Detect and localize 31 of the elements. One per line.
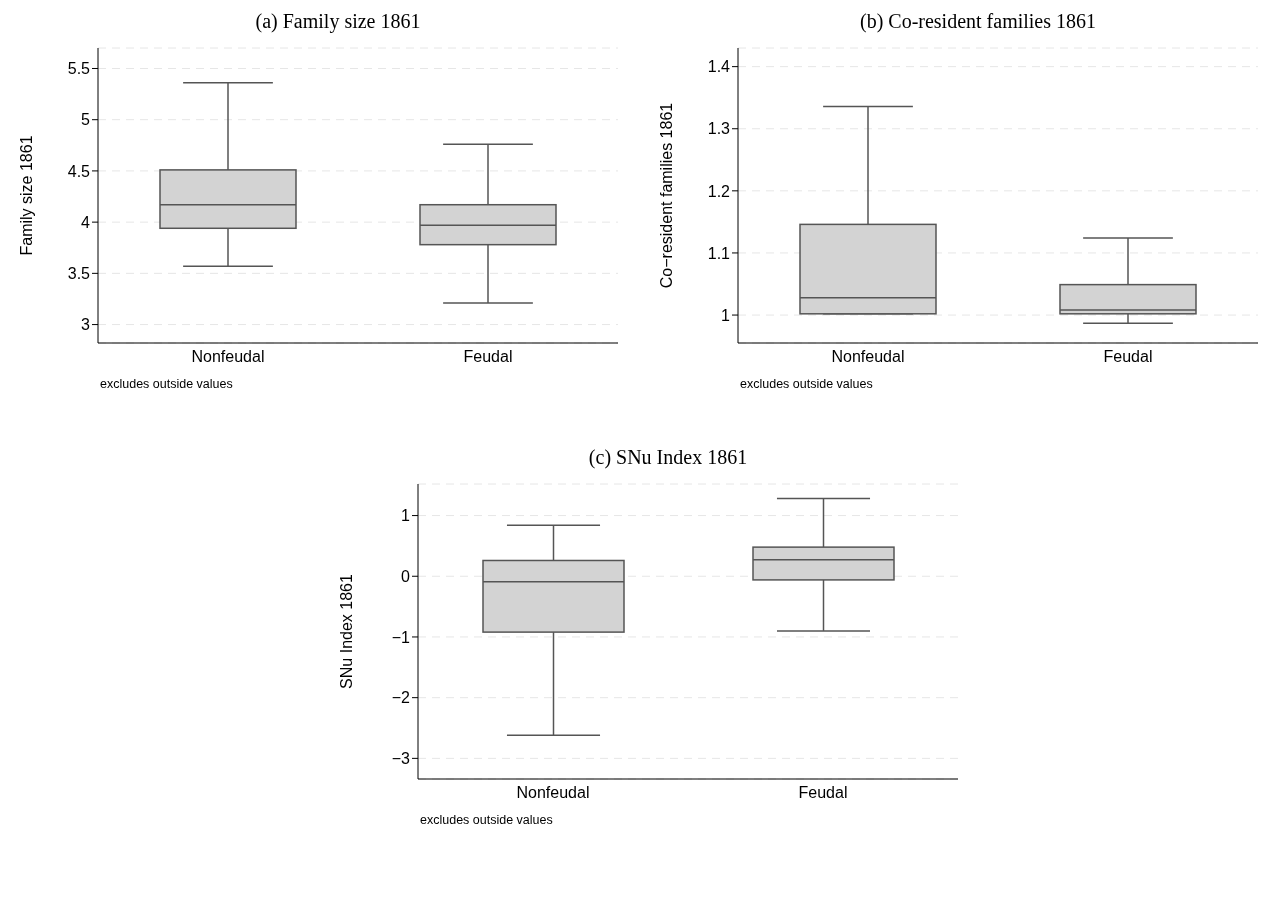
y-axis-title: Family size 1861 xyxy=(17,135,35,256)
y-tick-label: 3.5 xyxy=(67,265,91,283)
y-tick-label: 1 xyxy=(401,507,411,525)
x-tick-label: Nonfeudal xyxy=(516,784,590,802)
chart-title: (c) SNu Index 1861 xyxy=(587,446,749,471)
y-tick-label: 0 xyxy=(401,567,411,585)
x-tick-label: Feudal xyxy=(463,348,513,366)
y-tick-label: −2 xyxy=(391,689,411,707)
y-tick-label: 1.1 xyxy=(707,244,731,262)
y-tick-label: −1 xyxy=(391,628,411,646)
y-tick-label: 4.5 xyxy=(67,162,91,180)
x-tick-label: Feudal xyxy=(1103,348,1153,366)
y-tick-label: 1.4 xyxy=(707,58,731,76)
chart-title: (b) Co-resident families 1861 xyxy=(858,10,1098,35)
text: excludes outside values xyxy=(100,377,234,391)
x-tick-label: Feudal xyxy=(798,784,848,802)
y-tick-label: 5 xyxy=(81,111,91,129)
y-tick-label: 4 xyxy=(81,213,91,231)
y-tick-label: 1.3 xyxy=(707,120,731,138)
y-tick-label: 3 xyxy=(81,316,91,334)
chart-title: (a) Family size 1861 xyxy=(254,10,422,35)
x-tick-label: Nonfeudal xyxy=(831,348,905,366)
x-tick-label: Nonfeudal xyxy=(191,348,265,366)
y-tick-label: −3 xyxy=(391,750,411,768)
y-axis-title: Co−resident families 1861 xyxy=(657,102,675,289)
text: excludes outside values xyxy=(420,813,554,827)
y-axis-title: SNu Index 1861 xyxy=(337,574,355,689)
y-tick-label: 5.5 xyxy=(67,60,91,78)
y-tick-label: 1.2 xyxy=(707,182,731,200)
text: excludes outside values xyxy=(740,377,874,391)
y-tick-label: 1 xyxy=(721,306,731,324)
